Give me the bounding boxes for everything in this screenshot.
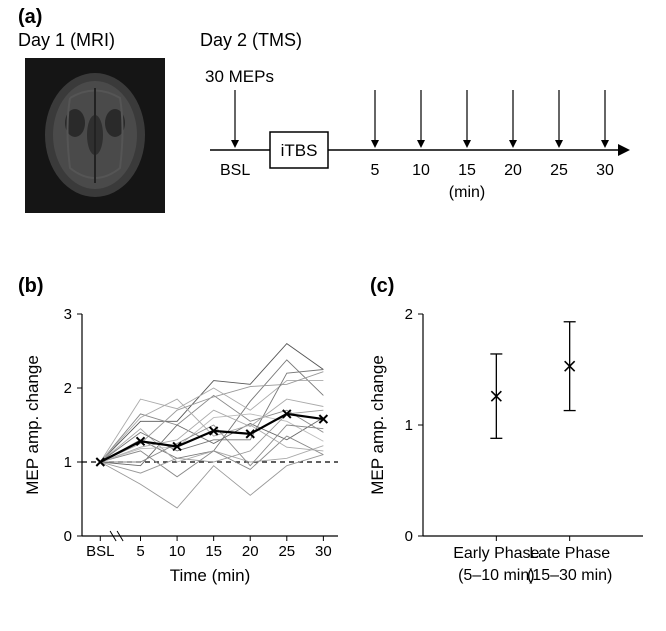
svg-text:15: 15 (205, 543, 222, 560)
svg-text:2: 2 (405, 306, 413, 323)
day2-label: Day 2 (TMS) (200, 30, 302, 51)
svg-text:10: 10 (412, 162, 430, 179)
svg-text:(15–30 min): (15–30 min) (527, 567, 612, 584)
svg-text:1: 1 (405, 417, 413, 434)
svg-text:(5–10 min): (5–10 min) (458, 567, 534, 584)
svg-text:iTBS: iTBS (281, 141, 318, 160)
svg-text:30: 30 (596, 162, 614, 179)
svg-text:5: 5 (371, 162, 380, 179)
panel-c-label: (c) (370, 275, 394, 298)
panel-b-chart: 0 1 2 3 BSL 5 10 15 20 25 30 Time (min) MEP amp. cha… (20, 300, 350, 600)
svg-text:30 MEPs: 30 MEPs (205, 67, 274, 86)
svg-text:(min): (min) (449, 184, 485, 201)
svg-text:10: 10 (169, 543, 186, 560)
panel-b-label: (b) (18, 275, 44, 298)
svg-text:MEP amp. change: MEP amp. change (23, 355, 42, 495)
brain-icon (40, 68, 150, 203)
svg-text:20: 20 (504, 162, 522, 179)
svg-text:25: 25 (278, 543, 295, 560)
svg-text:Time (min): Time (min) (170, 566, 251, 585)
mri-image (25, 58, 165, 213)
svg-text:0: 0 (64, 528, 72, 545)
day1-label: Day 1 (MRI) (18, 30, 115, 51)
svg-text:15: 15 (458, 162, 476, 179)
svg-text:0: 0 (405, 528, 413, 545)
svg-text:2: 2 (64, 380, 72, 397)
svg-text:BSL: BSL (220, 162, 250, 179)
svg-text:5: 5 (136, 543, 144, 560)
svg-text:Early Phase: Early Phase (453, 545, 539, 562)
panel-a-label: (a) (18, 6, 42, 29)
timeline-svg: 30 MEPs BSL iTBS 5 10 15 20 25 30 (min) (200, 60, 640, 230)
svg-text:1: 1 (64, 454, 72, 471)
svg-text:25: 25 (550, 162, 568, 179)
svg-text:MEP amp. change: MEP amp. change (368, 355, 387, 495)
svg-text:20: 20 (242, 543, 259, 560)
svg-text:30: 30 (315, 543, 332, 560)
svg-text:3: 3 (64, 306, 72, 323)
panel-c-chart: 0 1 2 Early Phase (5–10 min) Late Phase (15–30… (365, 300, 655, 600)
svg-text:BSL: BSL (86, 543, 114, 560)
svg-text:Late Phase: Late Phase (529, 545, 610, 562)
